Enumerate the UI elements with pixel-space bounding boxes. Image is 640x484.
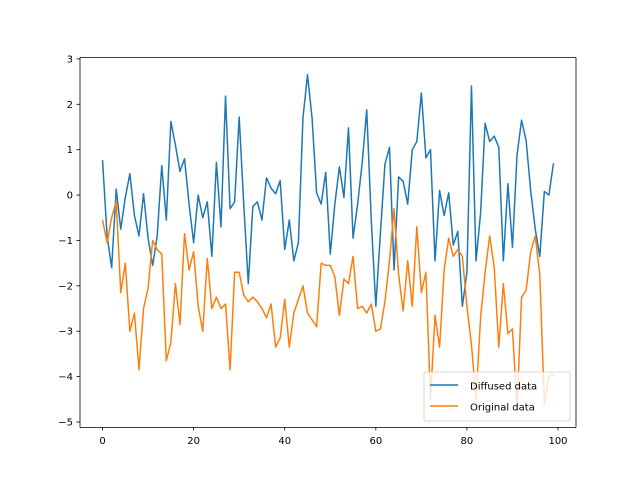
- x-tick-label: 100: [548, 436, 567, 447]
- legend: Diffused data Original data: [424, 372, 570, 421]
- x-tick-label: 0: [99, 436, 105, 447]
- y-tick-label: −5: [58, 418, 73, 429]
- legend-label-diffused: Diffused data: [470, 382, 537, 393]
- y-tick-label: 1: [67, 145, 73, 156]
- legend-label-original: Original data: [470, 403, 535, 414]
- y-tick-label: −3: [58, 327, 73, 338]
- legend-box: [424, 372, 570, 421]
- y-tick-label: 0: [67, 191, 73, 202]
- y-tick-label: −2: [58, 281, 73, 292]
- x-tick-label: 40: [278, 436, 291, 447]
- x-tick-label: 80: [461, 436, 474, 447]
- x-tick-label: 20: [187, 436, 200, 447]
- y-tick-label: 2: [67, 100, 73, 111]
- y-tick-label: −1: [58, 236, 73, 247]
- x-tick-label: 60: [369, 436, 382, 447]
- y-tick-label: 3: [67, 54, 73, 65]
- y-tick-label: −4: [58, 372, 73, 383]
